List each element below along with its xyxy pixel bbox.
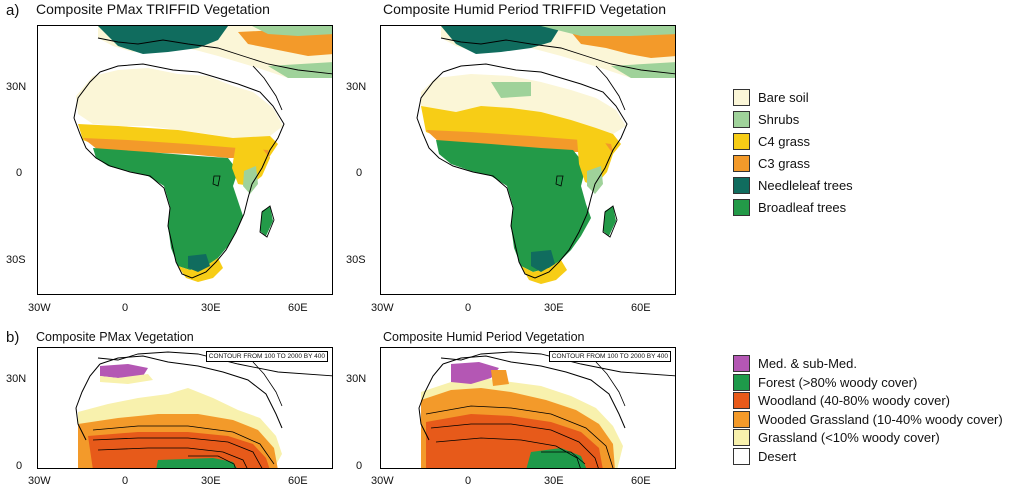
legend-swatch bbox=[733, 447, 750, 465]
lon-tick: 30W bbox=[28, 302, 51, 314]
lat-tick: 0 bbox=[16, 460, 23, 472]
lat-tick: 0 bbox=[356, 460, 363, 472]
panel-a-label: a) bbox=[6, 2, 20, 19]
legend-label: C3 grass bbox=[758, 156, 811, 171]
lon-tick: 60E bbox=[288, 475, 308, 487]
panel-a-right-map bbox=[380, 25, 676, 295]
legend-swatch bbox=[733, 111, 750, 128]
lon-tick: 60E bbox=[288, 302, 308, 314]
legend-swatch bbox=[733, 355, 750, 372]
legend-label: Bare soil bbox=[758, 90, 809, 105]
lon-tick: 30E bbox=[544, 302, 564, 314]
panel-b-left-map-title: Composite PMax Vegetation bbox=[36, 330, 194, 344]
lon-tick: 30W bbox=[371, 302, 394, 314]
lon-tick: 0 bbox=[465, 302, 472, 314]
legend-label: Broadleaf trees bbox=[758, 200, 847, 215]
legend-swatch bbox=[733, 429, 750, 446]
legend-swatch bbox=[733, 89, 750, 106]
vegetation-map-pmax-triffid bbox=[73, 26, 332, 282]
legend-label: Desert bbox=[758, 448, 797, 464]
legend-label: Forest (>80% woody cover) bbox=[758, 374, 918, 390]
lat-tick: 30N bbox=[346, 81, 367, 93]
lat-tick: 0 bbox=[16, 167, 23, 179]
vegetation-map-humid-triffid bbox=[416, 26, 675, 284]
lat-tick: 30N bbox=[6, 81, 27, 93]
lon-tick: 60E bbox=[631, 475, 651, 487]
lat-tick: 30S bbox=[346, 254, 366, 266]
legend-swatch bbox=[733, 177, 750, 194]
lon-tick: 0 bbox=[465, 475, 472, 487]
lon-tick: 30W bbox=[28, 475, 51, 487]
lon-tick: 30E bbox=[201, 475, 221, 487]
lat-tick: 30N bbox=[6, 373, 27, 385]
legend-label: Needleleaf trees bbox=[758, 178, 853, 193]
lon-tick: 0 bbox=[122, 302, 129, 314]
legend-label: Med. & sub-Med. bbox=[758, 356, 857, 371]
legend-label: Shrubs bbox=[758, 112, 800, 127]
legend-swatch bbox=[733, 373, 750, 391]
panel-b-left-map: CONTOUR FROM 100 TO 2000 BY 400 bbox=[37, 347, 333, 469]
contour-note: CONTOUR FROM 100 TO 2000 BY 400 bbox=[205, 351, 328, 362]
contour-note: CONTOUR FROM 100 TO 2000 BY 400 bbox=[548, 351, 671, 362]
panel-a-right-map-title: Composite Humid Period TRIFFID Vegetatio… bbox=[383, 1, 666, 17]
panel-b-label: b) bbox=[6, 329, 20, 346]
legend-swatch bbox=[733, 155, 750, 172]
legend-swatch bbox=[733, 199, 750, 216]
panel-a-left-map bbox=[37, 25, 333, 295]
panel-b-right-map-title: Composite Humid Period Vegetation bbox=[383, 330, 585, 344]
legend-label: Woodland (40-80% woody cover) bbox=[758, 393, 950, 408]
lon-tick: 0 bbox=[122, 475, 129, 487]
panel-b-right-map: CONTOUR FROM 100 TO 2000 BY 400 bbox=[380, 347, 676, 469]
legend-swatch bbox=[733, 133, 750, 150]
vegetation-map-pmax-woody bbox=[75, 351, 332, 468]
legend-label: Wooded Grassland (10-40% woody cover) bbox=[758, 411, 1003, 427]
legend-label: Grassland (<10% woody cover) bbox=[758, 430, 940, 445]
legend-swatch bbox=[733, 410, 750, 428]
legend-label: C4 grass bbox=[758, 134, 811, 149]
lat-tick: 30S bbox=[6, 254, 26, 266]
lon-tick: 30E bbox=[201, 302, 221, 314]
panel-a-left-map-title: Composite PMax TRIFFID Vegetation bbox=[36, 1, 270, 17]
lon-tick: 60E bbox=[631, 302, 651, 314]
vegetation-map-humid-woody bbox=[418, 351, 675, 468]
lon-tick: 30E bbox=[544, 475, 564, 487]
lat-tick: 0 bbox=[356, 167, 363, 179]
legend-swatch bbox=[733, 392, 750, 409]
lat-tick: 30N bbox=[346, 373, 367, 385]
lon-tick: 30W bbox=[371, 475, 394, 487]
